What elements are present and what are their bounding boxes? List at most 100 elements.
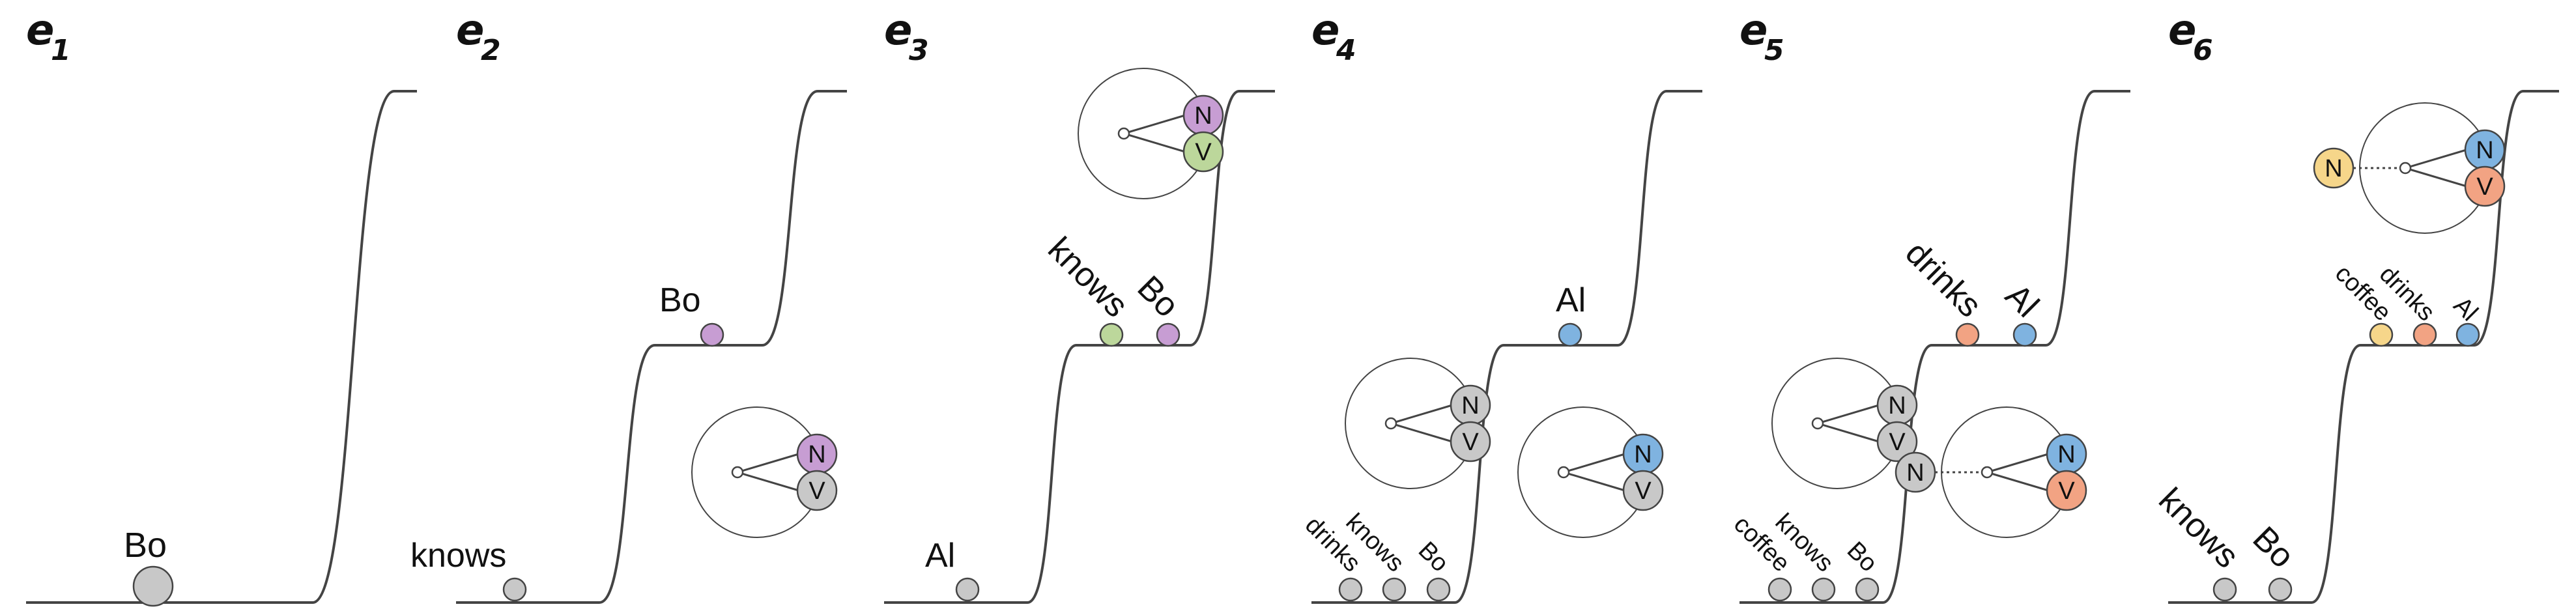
panel-label-subscript: 6: [2193, 34, 2213, 67]
state-link: [1390, 404, 1453, 425]
word-label: Bo: [1842, 537, 1883, 578]
state-link: [1817, 422, 1880, 443]
hub-node: [1811, 417, 1824, 430]
word-ball: [2212, 577, 2237, 602]
state-link: [1123, 132, 1186, 153]
panel-e1: e1 Bo: [26, 7, 417, 607]
panel-label: e: [456, 7, 484, 55]
v-node: [1450, 421, 1491, 462]
word-ball: [2268, 577, 2293, 602]
panel-label-subscript: 2: [481, 34, 501, 67]
panel-label-subscript: 3: [909, 34, 929, 67]
energy-curve: [884, 90, 1275, 604]
panel-label-subscript: 5: [1764, 34, 1784, 67]
state-circle-diagram: NV: [1345, 358, 1491, 489]
energy-curve: [1311, 90, 1702, 604]
energy-curve: [456, 90, 847, 604]
state-circle-diagram: NNV: [2313, 102, 2506, 234]
panel-e2: e2 knows Bo NV: [410, 7, 847, 604]
word-label: knows: [2151, 481, 2246, 575]
v-node-label: V: [809, 477, 825, 505]
word-ball: [2455, 322, 2480, 347]
extra-node: [2313, 147, 2354, 189]
state-link: [2405, 167, 2467, 188]
word-label: Al: [1556, 281, 1586, 319]
panel-label: e: [2168, 7, 2196, 55]
panel-label: e: [1739, 7, 1767, 55]
state-ring: [1345, 358, 1476, 489]
word-label: drinks: [1898, 234, 1988, 324]
state-link: [1123, 114, 1186, 135]
word-ball: [2412, 322, 2437, 347]
state-link: [1563, 453, 1625, 474]
word-ball: [700, 322, 724, 347]
word-label: Al: [2448, 292, 2483, 327]
state-link: [1390, 422, 1453, 443]
word-ball: [1767, 577, 1792, 602]
panel-label-subscript: 4: [1336, 34, 1356, 67]
word-ball: [1156, 322, 1181, 347]
state-ring: [1517, 406, 1649, 538]
n-node-label: N: [1194, 102, 1212, 130]
v-node: [796, 470, 838, 511]
state-link: [737, 453, 799, 474]
energy-curve: [2168, 90, 2559, 604]
extra-node-label: N: [2325, 155, 2342, 182]
panel-label: e: [884, 7, 912, 55]
v-node-label: V: [1889, 429, 1906, 456]
hub-node: [731, 466, 744, 479]
hub-node: [2399, 162, 2412, 175]
state-link: [1986, 471, 2049, 492]
extra-node-label: N: [1906, 459, 1924, 487]
hub-node: [1981, 466, 1994, 479]
word-ball: [1426, 577, 1451, 602]
word-ball: [1811, 577, 1836, 602]
word-ball: [502, 577, 527, 602]
state-circle-diagram: NV: [1078, 68, 1224, 199]
panel-label: e: [26, 7, 54, 55]
v-node: [1622, 470, 1664, 511]
state-circle-diagram: NNV: [1895, 406, 2087, 538]
v-node: [1876, 421, 1918, 462]
n-node-label: N: [2476, 137, 2493, 164]
word-ball: [1558, 322, 1582, 347]
word-ball: [2012, 322, 2037, 347]
v-node-label: V: [1195, 139, 1212, 166]
word-label: Al: [1998, 277, 2046, 325]
word-label: Bo: [124, 526, 167, 565]
v-node-label: V: [2476, 173, 2493, 201]
hub-node: [1117, 127, 1130, 140]
hub-node: [1557, 466, 1570, 479]
v-node-label: V: [1635, 477, 1652, 505]
word-ball: [955, 577, 980, 602]
state-circle-diagram: NV: [1771, 358, 1918, 489]
state-circle-diagram: NV: [691, 406, 838, 538]
v-node-label: V: [2058, 477, 2075, 505]
word-label: Bo: [2246, 519, 2302, 575]
word-ball: [1955, 322, 1980, 347]
v-node-label: V: [1462, 429, 1479, 456]
word-ball: [1338, 577, 1363, 602]
v-node: [1182, 131, 1224, 173]
state-ring: [1771, 358, 1903, 489]
hub-node: [1384, 417, 1397, 430]
n-node-label: N: [1888, 392, 1906, 419]
n-node-label: N: [808, 441, 825, 468]
word-ball: [132, 565, 174, 607]
extra-node: [1895, 451, 1936, 493]
state-circle-diagram: NV: [1517, 406, 1664, 538]
energy-curve: [26, 90, 417, 604]
v-node: [2464, 165, 2506, 207]
state-ring: [691, 406, 823, 538]
word-label: Al: [925, 537, 955, 575]
state-link: [1986, 453, 2049, 474]
n-node-label: N: [1634, 441, 1652, 468]
word-label: knows: [1040, 230, 1135, 324]
state-link: [2405, 149, 2467, 169]
